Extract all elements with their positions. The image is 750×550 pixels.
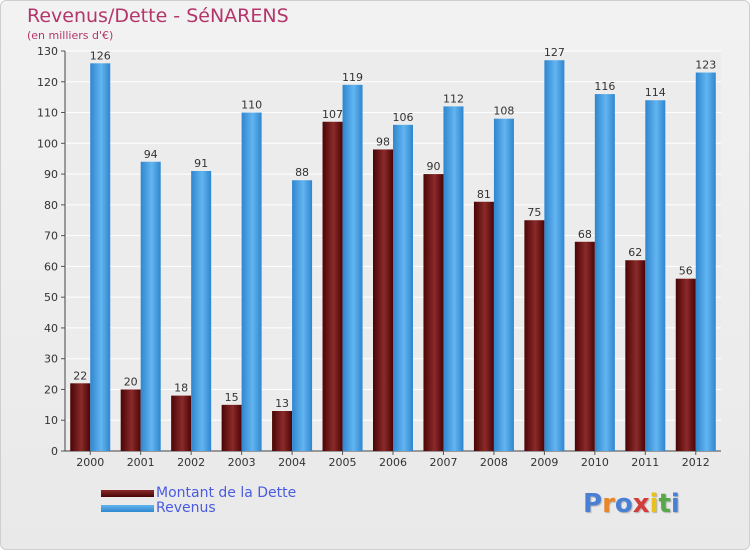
bar-dette (171, 395, 192, 451)
y-tick-label: 120 (37, 76, 58, 89)
y-tick-label: 90 (44, 168, 58, 181)
bar-dette (120, 389, 141, 451)
bar-revenus (544, 60, 565, 451)
x-tick-label: 2001 (127, 456, 155, 469)
y-tick-label: 40 (44, 322, 58, 335)
data-label-revenus: 108 (493, 105, 514, 118)
data-label-dette: 13 (275, 397, 289, 410)
data-label-revenus: 91 (194, 157, 208, 170)
y-tick-label: 110 (37, 107, 58, 120)
bar-dette (221, 404, 242, 451)
x-tick-label: 2007 (429, 456, 457, 469)
data-label-revenus: 127 (544, 46, 565, 59)
bar-dette (322, 121, 343, 452)
x-tick-label: 2011 (631, 456, 659, 469)
bar-revenus (493, 118, 514, 451)
bar-revenus (191, 171, 212, 451)
bar-revenus (393, 124, 413, 451)
logo-letter: t (658, 489, 671, 519)
y-tick-label: 0 (51, 445, 58, 458)
x-tick-label: 2000 (76, 456, 104, 469)
data-label-dette: 107 (322, 108, 343, 121)
legend-item-dette: Montant de la Dette (101, 486, 296, 501)
legend-item-revenus: Revenus (101, 501, 296, 516)
y-tick-label: 100 (37, 137, 58, 150)
logo-letter: i (670, 489, 680, 519)
bar-dette (675, 278, 696, 451)
bar-revenus (594, 94, 615, 452)
y-tick-label: 50 (44, 291, 58, 304)
bar-revenus (695, 72, 716, 452)
y-tick-label: 130 (37, 45, 58, 58)
data-label-dette: 98 (376, 135, 390, 148)
data-label-revenus: 110 (241, 99, 262, 112)
data-label-revenus: 116 (594, 80, 615, 93)
legend-swatch-dette (101, 490, 154, 497)
legend-label-dette: Montant de la Dette (156, 485, 297, 501)
bar-dette (272, 411, 293, 451)
x-tick-label: 2003 (228, 456, 256, 469)
bar-dette (574, 241, 595, 451)
data-label-revenus: 106 (393, 111, 414, 124)
bar-dette (373, 149, 393, 451)
legend: Montant de la Dette Revenus (101, 486, 296, 516)
data-label-revenus: 112 (443, 92, 464, 105)
chart-title: Revenus/Dette - SéNARENS (27, 5, 289, 27)
bar-revenus (292, 180, 313, 451)
bar-revenus (645, 100, 666, 451)
logo-letter: r (602, 489, 615, 519)
data-label-revenus: 126 (90, 49, 111, 62)
bar-revenus (241, 112, 262, 452)
y-tick-label: 30 (44, 353, 58, 366)
bar-revenus (342, 84, 363, 451)
logo-letter: P (583, 489, 603, 519)
y-tick-label: 70 (44, 230, 58, 243)
data-label-dette: 90 (426, 160, 440, 173)
data-label-dette: 81 (477, 188, 491, 201)
proxiti-logo: Proxiti (583, 489, 680, 519)
x-tick-label: 2008 (480, 456, 508, 469)
y-tick-label: 20 (44, 383, 58, 396)
data-label-dette: 18 (174, 382, 188, 395)
bar-revenus (443, 106, 464, 451)
bar-dette (524, 220, 545, 451)
data-label-dette: 22 (73, 369, 87, 382)
data-label-dette: 75 (527, 206, 541, 219)
bar-dette (625, 260, 646, 451)
bar-dette (423, 174, 444, 452)
y-tick-label: 10 (44, 414, 58, 427)
x-tick-label: 2002 (177, 456, 205, 469)
data-label-revenus: 123 (695, 59, 716, 72)
x-tick-label: 2004 (278, 456, 306, 469)
x-tick-label: 2010 (581, 456, 609, 469)
logo-letter: i (649, 489, 659, 519)
x-tick-label: 2009 (530, 456, 558, 469)
x-tick-label: 2005 (329, 456, 357, 469)
data-label-dette: 68 (578, 228, 592, 241)
bar-dette (473, 201, 494, 451)
x-tick-label: 2006 (379, 456, 407, 469)
logo-letter: o (614, 489, 633, 519)
data-label-revenus: 114 (645, 86, 666, 99)
x-tick-label: 2012 (682, 456, 710, 469)
bar-revenus (140, 161, 161, 451)
data-label-revenus: 94 (144, 148, 158, 161)
chart-subtitle: (en milliers d'€) (27, 29, 114, 42)
y-tick-label: 60 (44, 260, 58, 273)
data-label-dette: 62 (628, 246, 642, 259)
y-tick-label: 80 (44, 199, 58, 212)
legend-label-revenus: Revenus (156, 500, 216, 516)
data-label-dette: 20 (124, 375, 138, 388)
legend-swatch-revenus (101, 505, 154, 512)
data-label-dette: 15 (225, 391, 239, 404)
data-label-revenus: 88 (295, 166, 309, 179)
logo-letter: x (632, 489, 650, 519)
bar-dette (70, 383, 91, 451)
data-label-revenus: 119 (342, 71, 363, 84)
bar-revenus (90, 63, 111, 452)
data-label-dette: 56 (679, 265, 693, 278)
